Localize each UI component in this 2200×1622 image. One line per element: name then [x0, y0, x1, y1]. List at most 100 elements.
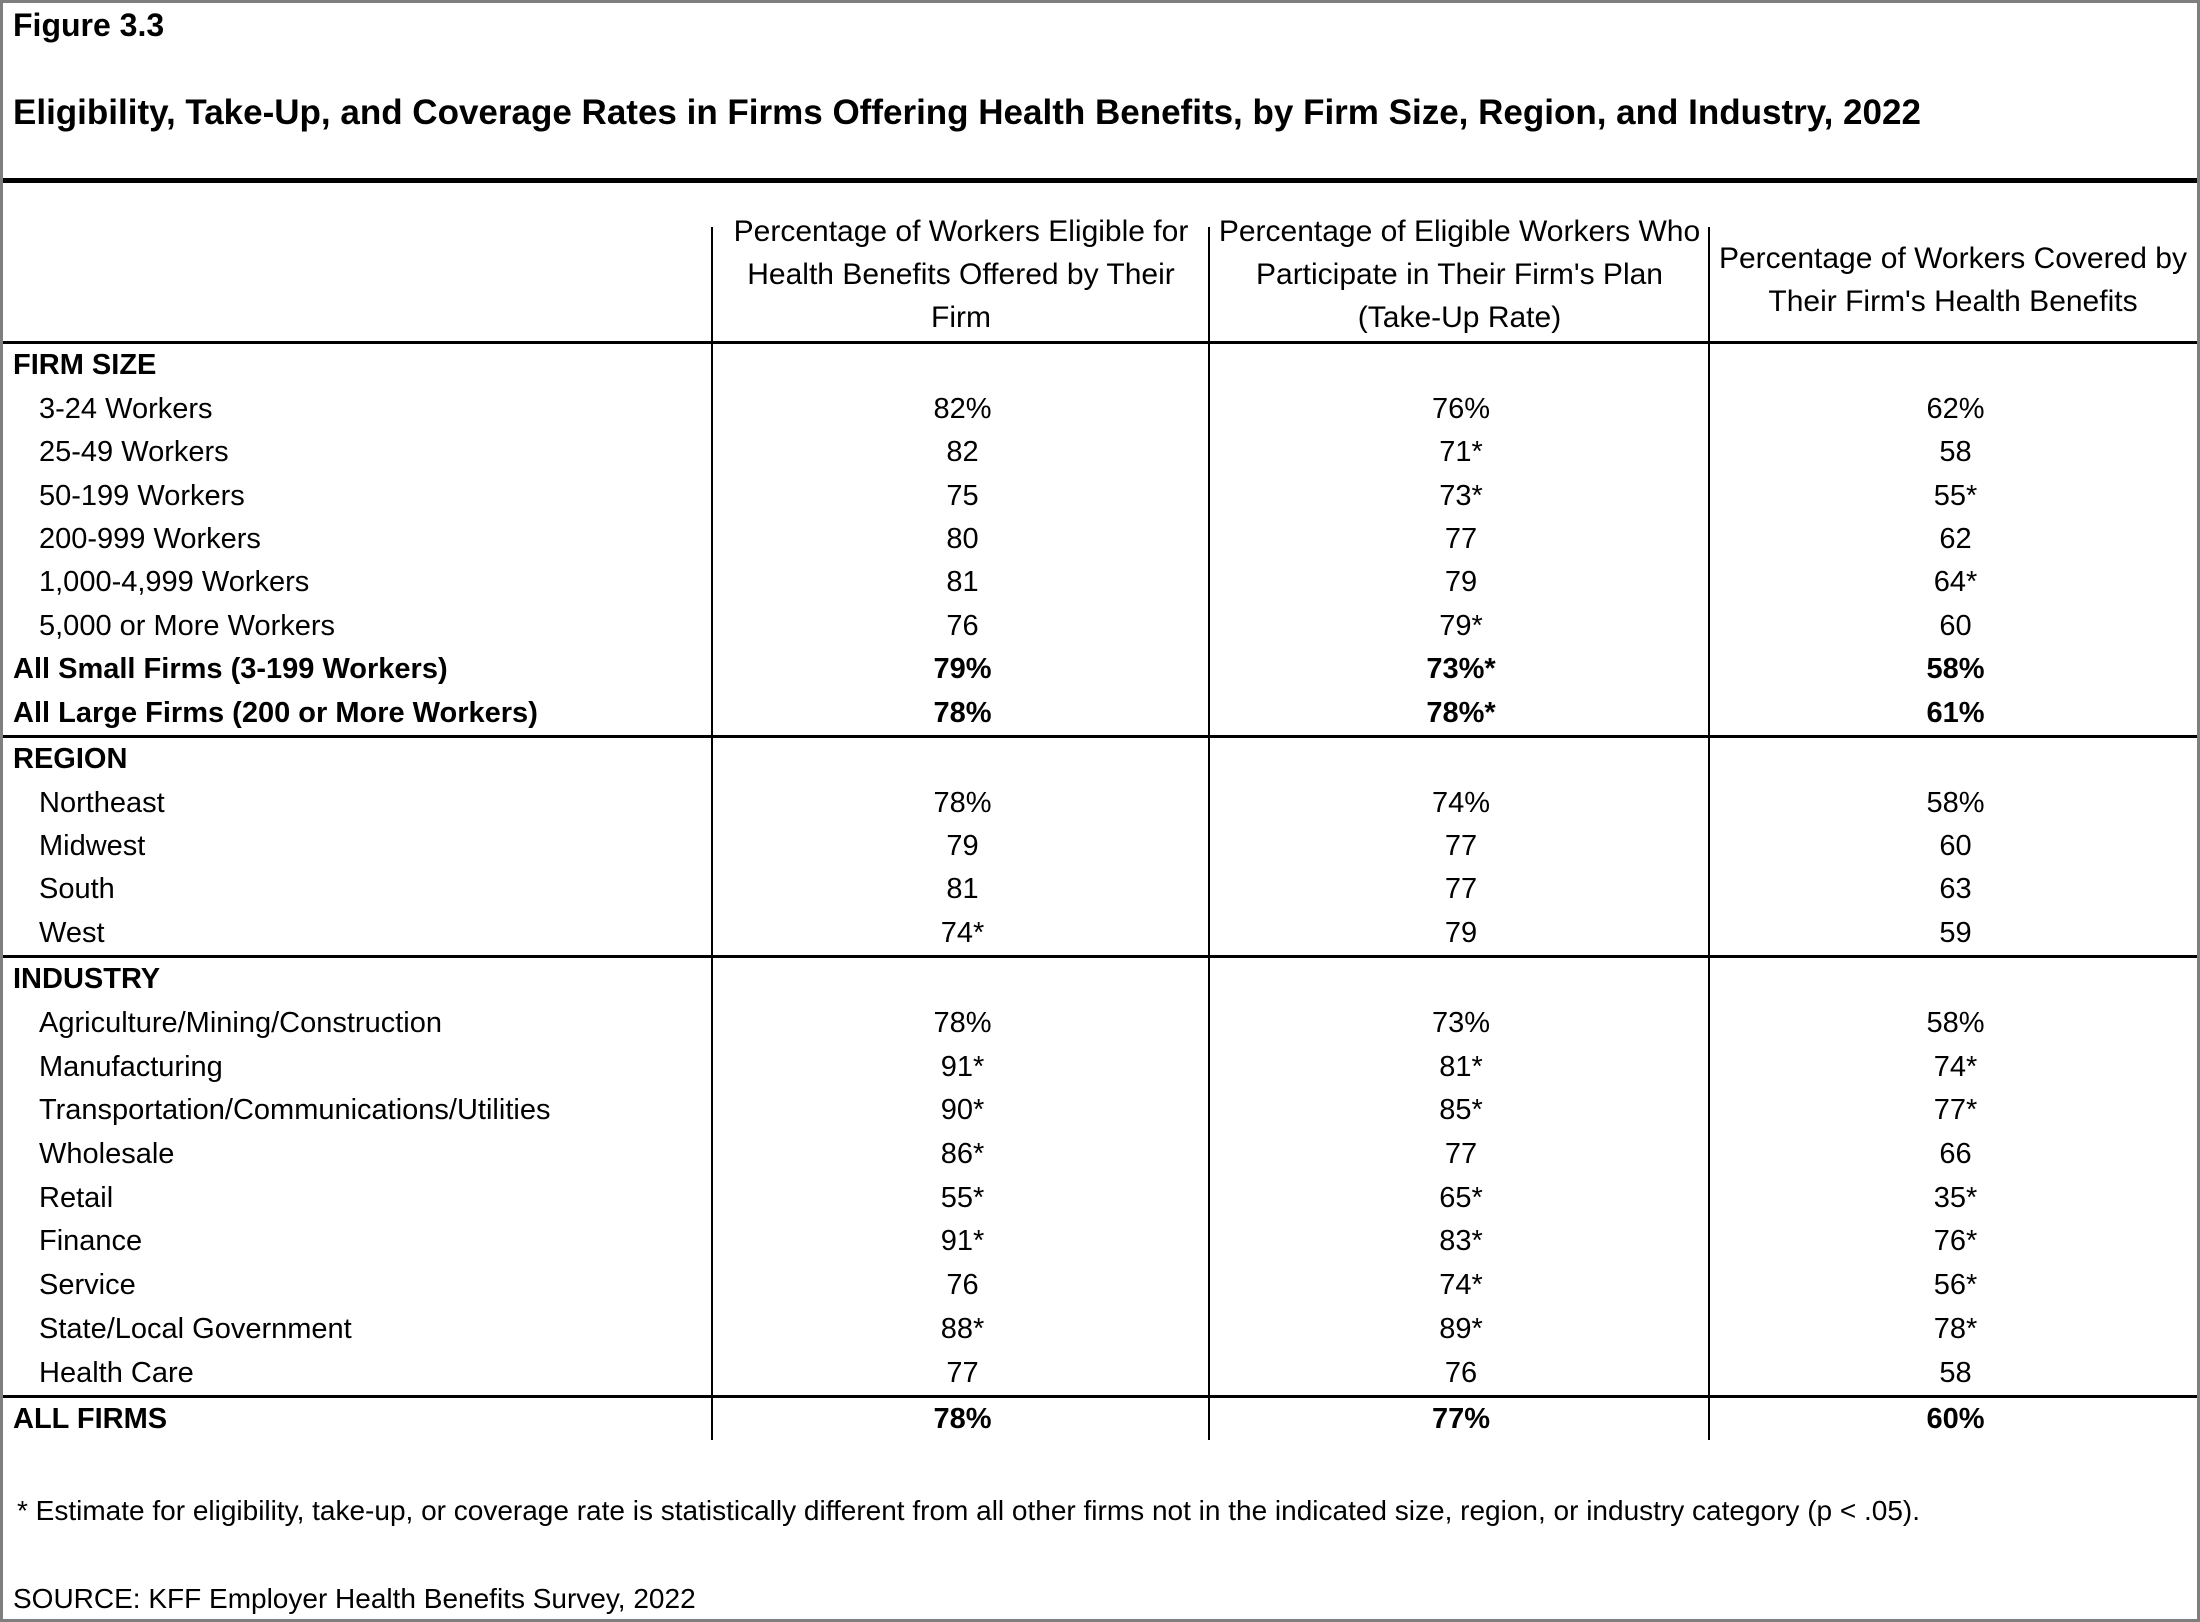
value-cell: 81*	[1439, 1050, 1483, 1083]
section-heading: INDUSTRY	[13, 963, 161, 996]
value-cell: 82	[946, 436, 979, 469]
section-heading-row: INDUSTRY	[3, 958, 2197, 1002]
table-row: Health Care 77 76 58	[3, 1351, 2197, 1395]
value-cell: 77	[1444, 829, 1478, 862]
row-label: South	[39, 873, 115, 906]
row-label: State/Local Government	[39, 1312, 352, 1345]
value-cell: 55*	[940, 1181, 985, 1214]
figure-title: Eligibility, Take-Up, and Coverage Rates…	[13, 93, 1921, 132]
value-cell: 76	[946, 1269, 979, 1302]
value-cell: 81	[946, 566, 979, 599]
value-cell: 76%	[1431, 392, 1491, 425]
row-label: Transportation/Communications/Utilities	[39, 1094, 551, 1127]
value-cell: 75	[946, 479, 979, 512]
value-cell: 63	[1939, 873, 1972, 906]
table-row: Wholesale 86* 77 66	[3, 1133, 2197, 1177]
row-label: Manufacturing	[39, 1050, 223, 1083]
value-cell: 65*	[1439, 1181, 1483, 1214]
section-heading: FIRM SIZE	[13, 349, 157, 382]
value-cell: 35*	[1933, 1181, 1978, 1214]
value-cell: 74*	[940, 916, 985, 949]
table-row: Agriculture/Mining/Construction 78% 73% 58%	[3, 1002, 2197, 1046]
section-heading-row: REGION	[3, 738, 2197, 781]
value-cell: 66	[1939, 1138, 1972, 1171]
value-cell: 61%	[1926, 696, 1985, 729]
table-row: 50-199 Workers 75 73* 55*	[3, 474, 2197, 517]
value-cell: 78%	[933, 786, 992, 819]
value-cell: 58%	[1926, 653, 1985, 686]
value-cell: 82%	[933, 392, 992, 425]
total-top-rule	[3, 1395, 2197, 1398]
table-row: All Small Firms (3-199 Workers) 79% 73%* 58…	[3, 648, 2197, 691]
value-cell: 79	[1444, 916, 1478, 949]
row-label: All Small Firms (3-199 Workers)	[13, 653, 448, 686]
value-cell: 78%	[933, 1007, 992, 1040]
table-row: All Large Firms (200 or More Workers) 78%…	[3, 692, 2197, 735]
value-cell: 79*	[1439, 609, 1483, 642]
all-firms-row: ALL FIRMS 78% 77% 60%	[3, 1398, 2197, 1441]
value-cell: 60	[1939, 829, 1972, 862]
value-cell: 89*	[1439, 1312, 1483, 1345]
value-cell: 55*	[1933, 479, 1978, 512]
value-cell: 78*	[1933, 1312, 1978, 1345]
value-cell: 60%	[1926, 1403, 1985, 1435]
figure-number: Figure 3.3	[13, 7, 165, 43]
value-cell: 56*	[1933, 1269, 1978, 1302]
value-cell: 85*	[1439, 1094, 1483, 1127]
row-label: Service	[39, 1269, 136, 1302]
value-cell: 76	[1444, 1356, 1478, 1389]
row-label: Retail	[39, 1181, 114, 1214]
row-label: West	[39, 916, 105, 949]
value-cell: 78%	[933, 1403, 992, 1435]
table-row: Transportation/Communications/Utilities 9…	[3, 1089, 2197, 1133]
value-cell: 77*	[1933, 1094, 1978, 1127]
row-label: 200-999 Workers	[39, 522, 261, 555]
row-label: Health Care	[39, 1356, 194, 1389]
row-label: 5,000 or More Workers	[39, 609, 336, 642]
significance-footnote: * Estimate for eligibility, take-up, or …	[17, 1495, 1921, 1526]
row-label: Wholesale	[39, 1138, 175, 1171]
row-label: Agriculture/Mining/Construction	[39, 1007, 442, 1040]
table-row: State/Local Government 88* 89* 78*	[3, 1308, 2197, 1352]
value-cell: 74*	[1933, 1050, 1978, 1083]
section-heading-row: FIRM SIZE	[3, 344, 2197, 387]
value-cell: 73%	[1431, 1007, 1491, 1040]
value-cell: 79	[946, 829, 979, 862]
table-row: 3-24 Workers 82% 76% 62%	[3, 387, 2197, 430]
value-cell: 91*	[940, 1225, 985, 1258]
value-cell: 78%*	[1426, 696, 1496, 729]
column-header-take-up: Percentage of Eligible Workers Who Parti…	[1218, 215, 1701, 334]
value-cell: 76	[946, 609, 979, 642]
row-label: Finance	[39, 1225, 143, 1258]
table-row: Finance 91* 83* 76*	[3, 1220, 2197, 1264]
value-cell: 80	[946, 522, 979, 555]
value-cell: 76*	[1933, 1225, 1978, 1258]
value-cell: 58%	[1926, 1007, 1985, 1040]
value-cell: 77	[1444, 1138, 1478, 1171]
row-label: Northeast	[39, 786, 165, 819]
source-line: SOURCE: KFF Employer Health Benefits Sur…	[13, 1583, 696, 1614]
table-row: Midwest 79 77 60	[3, 825, 2197, 868]
top-thick-rule	[3, 178, 2197, 183]
section-firm-size: FIRM SIZE 3-24 Workers 82% 76% 62% 25-49 Work…	[3, 344, 2197, 735]
value-cell: 74%	[1431, 786, 1491, 819]
column-divider-line	[1708, 227, 1710, 1440]
table-row: 1,000-4,999 Workers 81 79 64*	[3, 561, 2197, 604]
table-row: Service 76 74* 56*	[3, 1264, 2197, 1308]
value-cell: 58	[1939, 1356, 1972, 1389]
row-label: 1,000-4,999 Workers	[39, 566, 310, 599]
value-cell: 74*	[1439, 1269, 1483, 1302]
value-cell: 77	[946, 1356, 979, 1389]
table-row: West 74* 79 59	[3, 912, 2197, 955]
value-cell: 90*	[940, 1094, 985, 1127]
column-header-coverage: Percentage of Workers Covered by Their F…	[1718, 242, 2187, 318]
column-header-eligibility: Percentage of Workers Eligible for Healt…	[733, 215, 1189, 334]
table-row: 200-999 Workers 80 77 62	[3, 518, 2197, 561]
value-cell: 83*	[1439, 1225, 1483, 1258]
value-cell: 79%	[933, 653, 992, 686]
table-row: Northeast 78% 74% 58%	[3, 781, 2197, 824]
value-cell: 86*	[940, 1138, 985, 1171]
value-cell: 88*	[940, 1312, 985, 1345]
value-cell: 77	[1444, 522, 1478, 555]
value-cell: 91*	[940, 1050, 985, 1083]
